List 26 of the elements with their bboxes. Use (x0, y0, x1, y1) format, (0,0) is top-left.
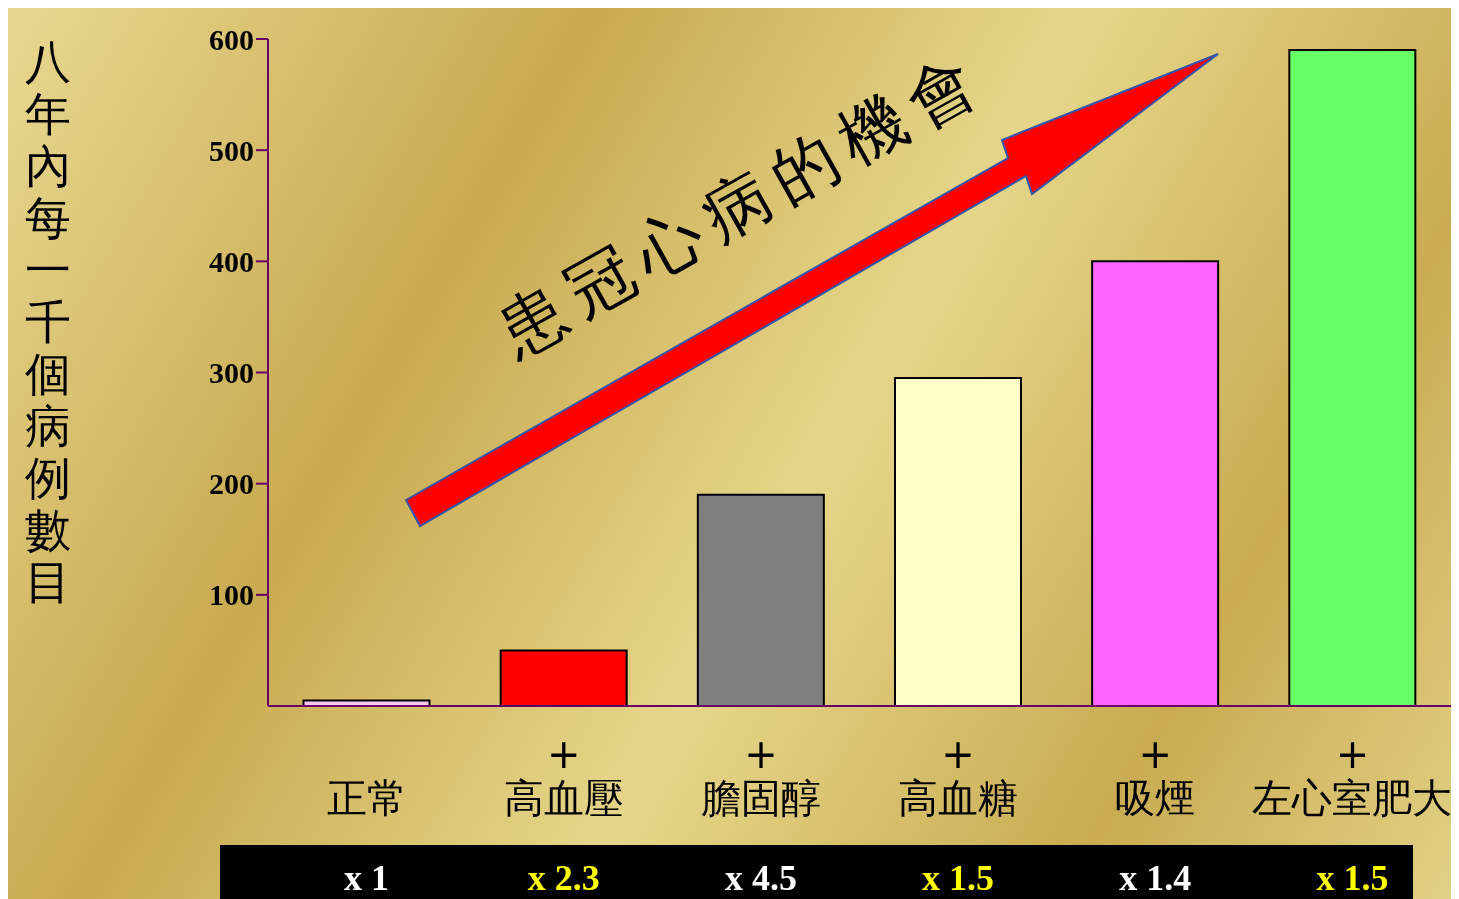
x-tick-label: + 左心室肥大 (1252, 731, 1453, 821)
x-tick-label: + 高血壓 (503, 731, 624, 821)
x-tick-label: + 高血糖 (898, 731, 1019, 821)
annotation: 患冠心病的機會 (484, 36, 999, 372)
text: 八年內每一千個病例數目 (25, 35, 71, 609)
text: x 1.5 (921, 857, 996, 899)
text: x 1.4 (1118, 857, 1193, 899)
x-tick-label: + 膽固醇 (700, 731, 821, 821)
bar (1288, 49, 1417, 706)
y-tick-label: 400 (209, 244, 254, 278)
bar (893, 377, 1022, 706)
y-tick-label: 500 (209, 133, 254, 167)
y-tick-label: 100 (209, 578, 254, 612)
x-tick-label: + 吸煙 (1115, 731, 1196, 821)
y-tick-label: 300 (209, 356, 254, 390)
bar (302, 699, 431, 706)
bar (1091, 260, 1220, 706)
bar (696, 493, 825, 706)
x-tick-label: 正常 (326, 775, 407, 821)
y-tick-label: 200 (209, 467, 254, 501)
y-tick-label: 600 (209, 22, 254, 56)
text: x 1.5 (1315, 857, 1390, 899)
text: x 4.5 (723, 857, 798, 899)
text: x 2.3 (526, 857, 601, 899)
text: x 1 (343, 857, 391, 899)
bar (499, 649, 628, 706)
